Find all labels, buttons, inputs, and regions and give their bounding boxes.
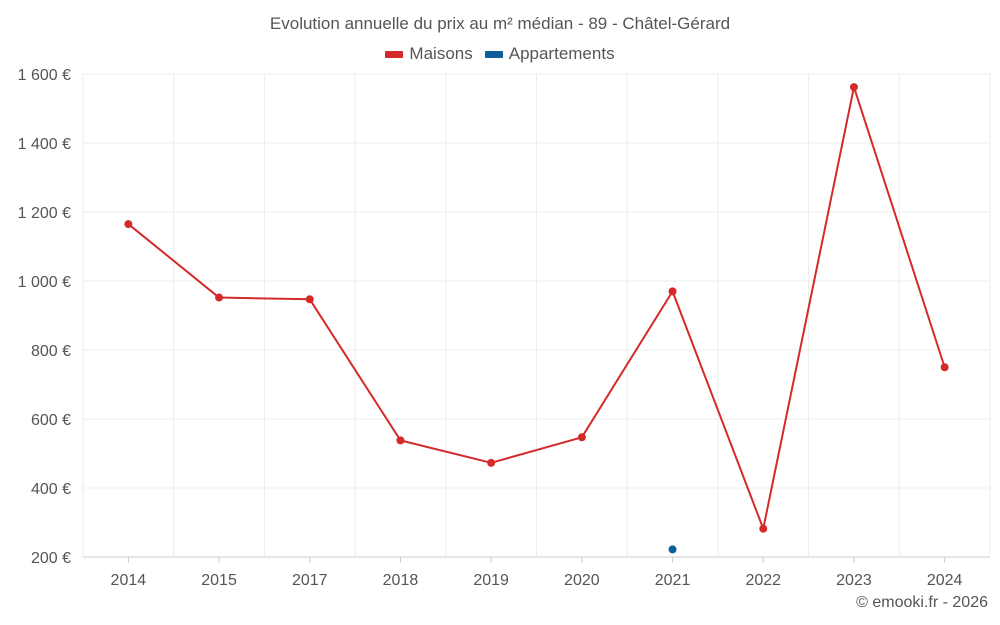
series-line-maisons xyxy=(127,86,946,530)
legend-label-maisons: Maisons xyxy=(409,44,473,63)
x-tick-label: 2020 xyxy=(564,572,600,589)
data-point-maisons xyxy=(940,363,949,372)
credit-text: © emooki.fr - 2026 xyxy=(856,594,988,611)
data-point-maisons xyxy=(487,458,496,467)
y-tick-label: 800 € xyxy=(31,343,71,360)
x-tick-label: 2014 xyxy=(111,572,147,589)
legend-item-appartements[interactable]: Appartements xyxy=(484,44,615,64)
y-tick-label: 200 € xyxy=(31,550,71,567)
chart-title: Evolution annuelle du prix au m² médian … xyxy=(269,14,731,33)
legend-label-appartements: Appartements xyxy=(508,44,615,63)
legend-item-maisons[interactable]: Maisons xyxy=(385,44,473,64)
x-tick-label: 2017 xyxy=(292,572,328,589)
data-point-maisons xyxy=(305,295,314,304)
legend-swatch-maisons xyxy=(385,50,404,58)
data-point-maisons xyxy=(577,433,586,442)
y-tick-label: 600 € xyxy=(31,412,71,429)
y-tick-label: 1 000 € xyxy=(18,274,71,291)
data-point-maisons xyxy=(759,524,768,533)
y-tick-label: 1 400 € xyxy=(18,136,71,153)
y-tick-label: 1 600 € xyxy=(18,67,71,84)
data-point-maisons xyxy=(215,293,224,302)
data-point-maisons xyxy=(849,83,858,92)
data-point-maisons xyxy=(668,287,677,296)
y-tick-label: 400 € xyxy=(31,481,71,498)
y-tick-label: 1 200 € xyxy=(18,205,71,222)
x-tick-label: 2023 xyxy=(836,572,872,589)
x-tick-label: 2024 xyxy=(927,572,963,589)
x-tick-label: 2015 xyxy=(201,572,237,589)
x-tick-label: 2022 xyxy=(745,572,781,589)
legend-swatch-appartements xyxy=(484,50,503,58)
data-point-appartements xyxy=(668,545,677,554)
legend: Maisons Appartements xyxy=(0,44,1000,64)
data-point-maisons xyxy=(124,220,133,229)
x-tick-label: 2018 xyxy=(383,572,419,589)
x-tick-label: 2021 xyxy=(655,572,691,589)
x-tick-label: 2019 xyxy=(473,572,509,589)
data-point-maisons xyxy=(396,436,405,445)
